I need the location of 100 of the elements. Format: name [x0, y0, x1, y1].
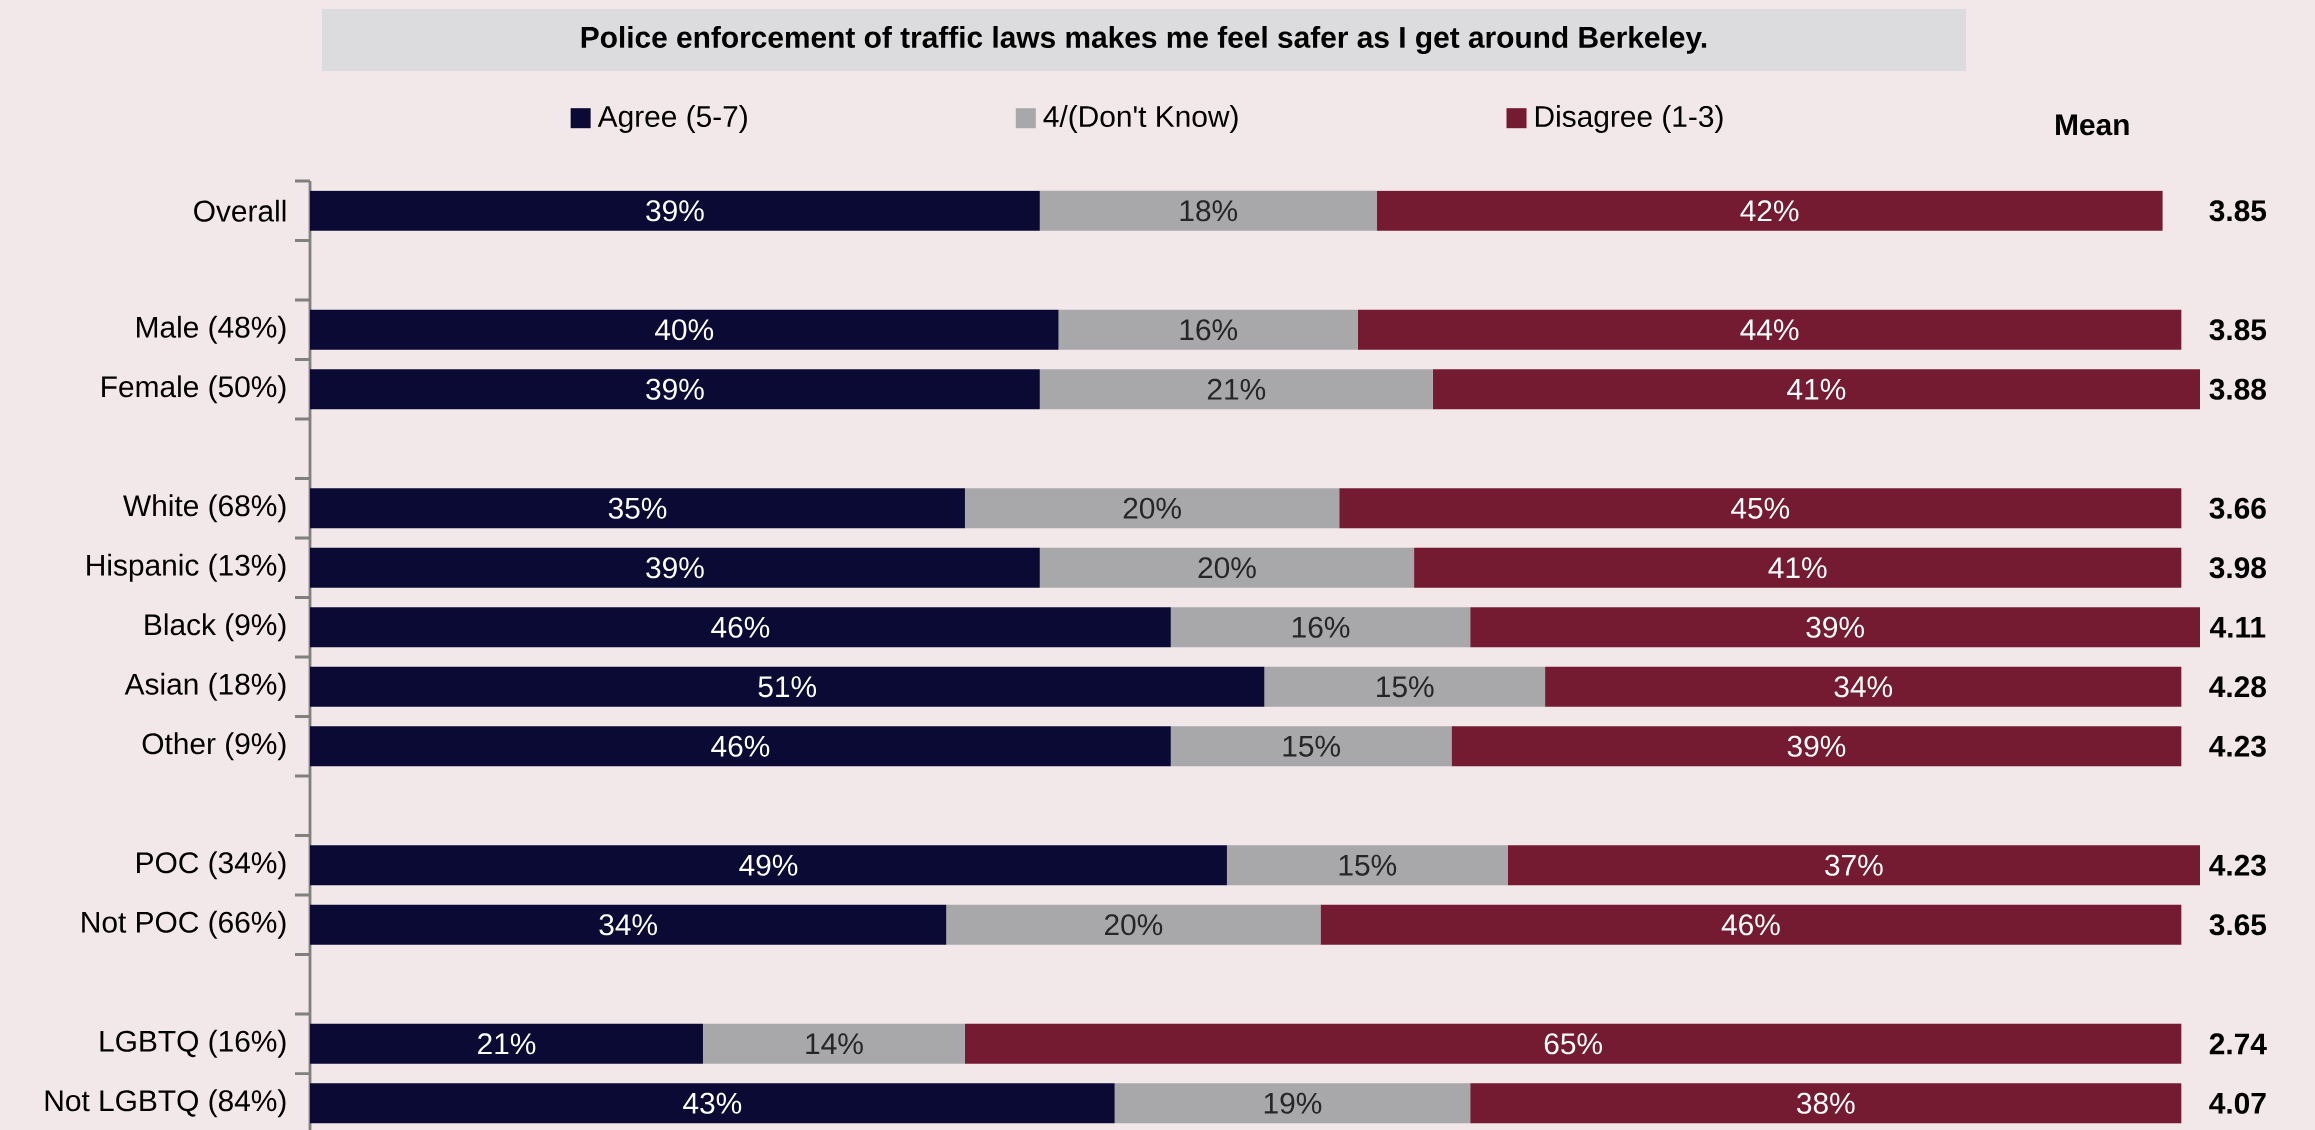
data-label: 46% [1721, 914, 1780, 936]
bar [946, 904, 1321, 945]
bar [310, 190, 1040, 231]
bar [310, 369, 1040, 410]
y-tick-label: Black (9%) [145, 613, 286, 642]
y-tick-label: Not LGBTQ (84%) [45, 1089, 286, 1118]
bar [1545, 666, 2182, 707]
text: 4.23 [2209, 854, 2266, 876]
bar [1320, 904, 2182, 945]
data-label: 34% [1834, 676, 1893, 698]
bar [1451, 726, 2182, 767]
y-tick-label: Not POC (66%) [82, 910, 286, 939]
text: 3.85 [2209, 200, 2267, 222]
bar [1170, 607, 1471, 648]
data-label: 46% [711, 735, 770, 757]
bar [310, 488, 965, 529]
bar [310, 1023, 703, 1064]
bar [1039, 369, 1433, 410]
bar [1170, 726, 1452, 767]
data-label: 39% [646, 200, 704, 222]
chart-title: Police enforcement of traffic laws makes me feel safer as I get around Berkeley. [581, 26, 1707, 54]
y-tick-label: POC (34%) [137, 851, 286, 880]
bar [964, 488, 1340, 529]
y-tick-label: Other (9%) [142, 732, 286, 761]
text: 4.11 [2210, 616, 2266, 638]
bar [310, 1083, 1115, 1124]
bar [310, 726, 1171, 767]
text: 3.88 [2209, 378, 2266, 400]
data-label: 39% [646, 557, 704, 579]
bar [1376, 190, 2163, 231]
data-label: 16% [1292, 616, 1350, 638]
y-tick-label: Asian (18%) [124, 672, 286, 701]
data-label: 19% [1264, 1092, 1322, 1114]
bar [1470, 1083, 2182, 1124]
y-tick-label: Hispanic (13%) [87, 553, 286, 582]
y-tick-label: Female (50%) [102, 375, 286, 404]
bar [310, 904, 947, 945]
bar [702, 1023, 965, 1064]
bar [310, 845, 1227, 886]
text: 3.85 [2209, 319, 2267, 341]
bar [1357, 309, 2182, 350]
data-label: 20% [1104, 914, 1163, 936]
bar [1039, 190, 1377, 231]
data-label: 38% [1797, 1092, 1855, 1114]
data-label: 40% [655, 319, 714, 341]
data-label: 16% [1180, 319, 1238, 341]
legend-label: Agree (5-7) [597, 105, 747, 133]
text: 3.98 [2209, 557, 2266, 579]
data-label: 43% [683, 1092, 742, 1114]
y-tick-label: Overall [194, 199, 286, 222]
data-label: 20% [1198, 557, 1256, 579]
bar [310, 607, 1171, 648]
data-label: 42% [1740, 200, 1799, 222]
y-tick-label: Male (48%) [137, 315, 286, 344]
text: 3.65 [2209, 914, 2267, 936]
text: 3.66 [2209, 497, 2266, 519]
data-label: 44% [1740, 319, 1799, 341]
data-label: 65% [1544, 1033, 1602, 1055]
data-label: 20% [1123, 497, 1181, 519]
data-label: 35% [608, 497, 667, 519]
data-label: 14% [806, 1033, 863, 1055]
data-label: 39% [1787, 735, 1846, 757]
text: 4.28 [2209, 676, 2266, 698]
data-label: 18% [1180, 200, 1238, 222]
data-label: 15% [1283, 735, 1340, 757]
bar [1414, 547, 2182, 588]
data-label: 45% [1731, 497, 1790, 519]
data-label: 15% [1339, 854, 1397, 876]
bar [1470, 607, 2201, 648]
data-label: 21% [1207, 378, 1266, 400]
data-label: 41% [1787, 378, 1846, 400]
bar [1432, 369, 2201, 410]
text: Mean [2056, 114, 2129, 136]
bar [310, 547, 1040, 588]
bar [1114, 1083, 1471, 1124]
bar [310, 666, 1265, 707]
bar [1039, 547, 1415, 588]
bar [964, 1023, 2182, 1064]
bar [1339, 488, 2182, 529]
text: 2.74 [2209, 1033, 2267, 1055]
data-label: 49% [739, 854, 798, 876]
data-label: 15% [1377, 676, 1434, 698]
text: 4.23 [2209, 735, 2266, 757]
legend-label: 4/(Don't Know) [1043, 105, 1238, 133]
data-label: 37% [1825, 854, 1883, 876]
bar [310, 309, 1059, 350]
bar [1507, 845, 2201, 886]
bar [1058, 309, 1358, 350]
data-label: 41% [1768, 557, 1827, 579]
data-label: 51% [758, 676, 817, 698]
data-label: 21% [478, 1033, 536, 1055]
data-label: 46% [711, 616, 770, 638]
data-label: 34% [599, 914, 657, 936]
bar [1264, 666, 1546, 707]
text: 4.07 [2209, 1092, 2266, 1114]
data-label: 39% [646, 378, 704, 400]
legend-label: Disagree (1-3) [1535, 105, 1723, 133]
data-label: 39% [1806, 616, 1864, 638]
y-tick-label: LGBTQ (16%) [100, 1029, 286, 1058]
bar [1226, 845, 1508, 886]
